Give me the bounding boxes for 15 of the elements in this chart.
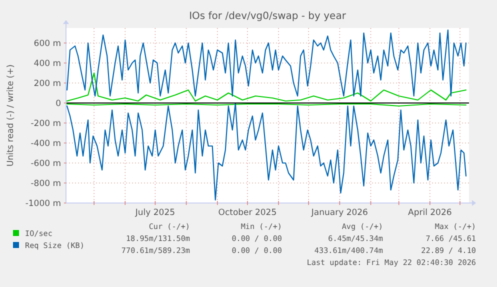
chart-title: IOs for /dev/vg0/swap - by year xyxy=(189,11,347,22)
y-tick-label: 400 m xyxy=(34,59,61,69)
y-tick-label: -400 m xyxy=(30,139,61,149)
y-tick-label: -200 m xyxy=(30,119,61,129)
x-tick-label: October 2025 xyxy=(218,208,277,218)
y-tick-label: -1000 m xyxy=(25,199,61,209)
x-tick-label: July 2025 xyxy=(134,208,176,218)
y-tick-label: 200 m xyxy=(34,79,61,89)
y-tick-label: -800 m xyxy=(30,179,61,189)
y-axis-title: Units read (-) / write (+) xyxy=(6,64,16,167)
y-tick-label: 0 xyxy=(56,99,61,109)
y-tick-label: -600 m xyxy=(30,159,61,169)
x-tick-label: January 2026 xyxy=(310,208,368,218)
x-tick-label: April 2026 xyxy=(408,208,452,218)
y-tick-label: 600 m xyxy=(34,39,61,49)
